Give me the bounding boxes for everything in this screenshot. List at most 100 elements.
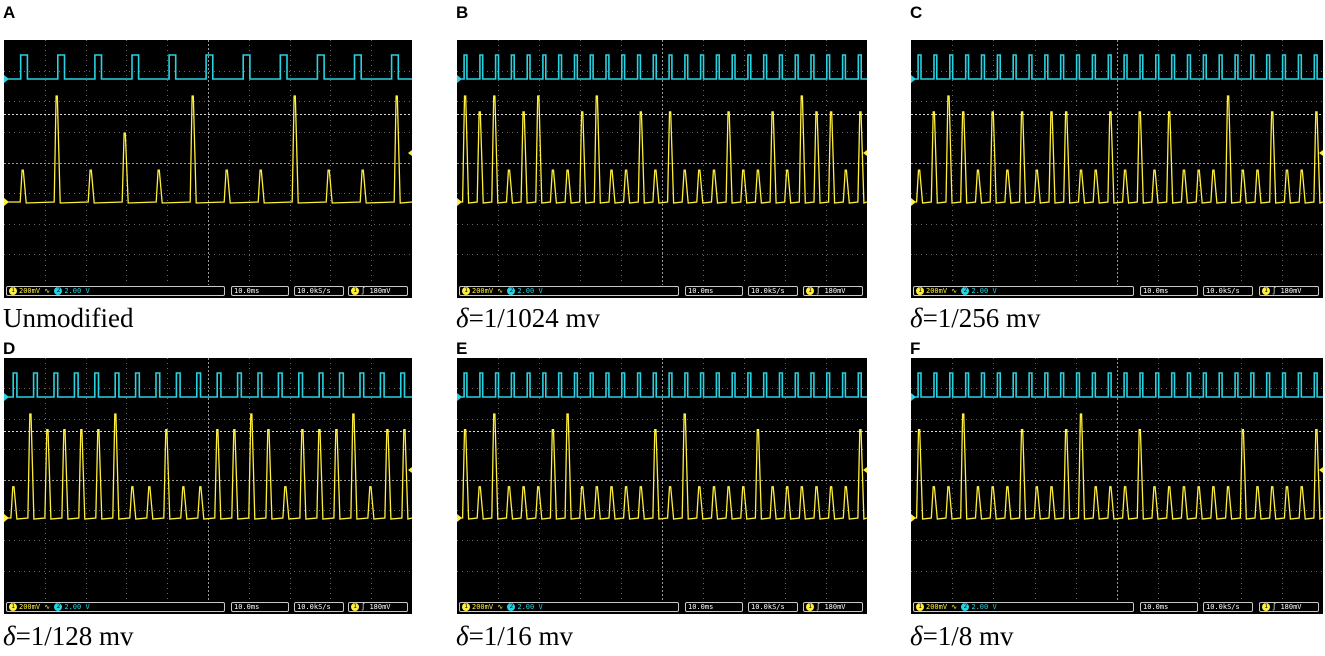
ch2-badge: 2: [961, 603, 970, 611]
timebase-value: 10.0ms: [234, 287, 260, 295]
channel-1-trace: [4, 413, 412, 520]
trigger-badge: 1: [351, 287, 359, 295]
channel-readout: 1 200mV ∿ 2 2.00 V: [6, 602, 225, 612]
trigger-badge: 1: [1262, 287, 1270, 295]
panel-caption: δ=1/128 mv: [3, 623, 134, 650]
channel-2-trace: [4, 54, 412, 80]
status-bar: 1 200mV ∿ 2 2.00 V 10.0ms 10.0kS/s 1 ∫ 180mV: [4, 601, 412, 614]
status-bar: 1 200mV ∿ 2 2.00 V 10.0ms 10.0kS/s 1 ∫ 180mV: [4, 285, 412, 298]
channel-1-marker: [911, 198, 916, 206]
trigger-level-value: 180mV: [369, 287, 391, 295]
trigger-marker: [863, 150, 867, 156]
delta-symbol: δ: [3, 621, 16, 651]
trigger-badge: 1: [1262, 603, 1270, 611]
channel-2-marker: [4, 393, 9, 401]
scope-traces: [4, 358, 412, 601]
trigger-marker: [1319, 467, 1323, 473]
channel-1-trace: [911, 95, 1323, 204]
trigger-level-value: 180mV: [824, 287, 846, 295]
trigger-marker: [863, 467, 867, 473]
ch2-scale: 2.00 V: [64, 603, 90, 611]
status-bar: 1 200mV ∿ 2 2.00 V 10.0ms 10.0kS/s 1 ∫ 180mV: [911, 285, 1323, 298]
panel-caption: δ=1/16 mv: [456, 623, 573, 650]
ch1-scale: 200mV ∿: [19, 287, 51, 295]
caption-text: =1/16 mv: [468, 621, 574, 651]
graticule: [457, 40, 867, 285]
ch2-scale: 2.00 V: [517, 603, 543, 611]
ch1-scale: 200mV ∿: [926, 603, 958, 611]
ch1-badge: 1: [462, 287, 470, 295]
trigger-marker: [408, 467, 412, 473]
sample-rate-value: 10.0kS/s: [297, 603, 331, 611]
channel-2-trace: [4, 372, 412, 398]
trigger-marker: [1319, 150, 1323, 156]
ch2-badge: 2: [507, 287, 516, 295]
trigger-level-value: 180mV: [369, 603, 391, 611]
scope-traces: [911, 358, 1323, 601]
trigger-readout: 1 ∫ 180mV: [1259, 286, 1319, 296]
scope-traces: [457, 358, 867, 601]
sample-rate-value: 10.0kS/s: [297, 287, 331, 295]
trigger-slope-icon: ∫: [1272, 287, 1277, 295]
ch2-badge: 2: [54, 603, 63, 611]
trigger-readout: 1 ∫ 180mV: [803, 602, 863, 612]
channel-2-trace: [911, 54, 1323, 80]
sample-rate-readout: 10.0kS/s: [294, 602, 344, 612]
ch1-scale: 200mV ∿: [19, 603, 51, 611]
trigger-badge: 1: [806, 287, 814, 295]
trigger-level-value: 180mV: [824, 603, 846, 611]
oscilloscope-screen: 1 200mV ∿ 2 2.00 V 10.0ms 10.0kS/s 1 ∫ 180mV: [457, 358, 867, 614]
trigger-marker: [408, 150, 412, 156]
channel-1-marker: [4, 514, 9, 522]
ch1-scale: 200mV ∿: [472, 603, 504, 611]
channel-1-marker: [457, 198, 462, 206]
channel-2-marker: [4, 75, 9, 83]
ch1-badge: 1: [916, 603, 924, 611]
channel-readout: 1 200mV ∿ 2 2.00 V: [6, 286, 225, 296]
trigger-readout: 1 ∫ 180mV: [1259, 602, 1319, 612]
trigger-badge: 1: [351, 603, 359, 611]
panel-letter: A: [3, 3, 16, 22]
timebase-readout: 10.0ms: [1140, 286, 1198, 296]
timebase-value: 10.0ms: [234, 603, 260, 611]
panel-letter: B: [456, 3, 469, 22]
sample-rate-readout: 10.0kS/s: [1203, 602, 1253, 612]
timebase-readout: 10.0ms: [231, 286, 289, 296]
channel-1-marker: [457, 514, 462, 522]
channel-1-trace: [457, 95, 867, 204]
ch1-scale: 200mV ∿: [472, 287, 504, 295]
oscilloscope-screen: 1 200mV ∿ 2 2.00 V 10.0ms 10.0kS/s 1 ∫ 180mV: [4, 358, 412, 614]
trigger-slope-icon: ∫: [816, 603, 821, 611]
ch1-scale: 200mV ∿: [926, 287, 958, 295]
panel-d: D 1 200mV ∿ 2 2.00 V 10.0ms 10.0kS/s 1 ∫ 180mV δ…: [0, 336, 440, 656]
oscilloscope-screen: 1 200mV ∿ 2 2.00 V 10.0ms 10.0kS/s 1 ∫ 180mV: [457, 40, 867, 298]
channel-2-trace: [457, 54, 867, 80]
panel-caption: δ=1/8 mv: [910, 623, 1014, 650]
timebase-value: 10.0ms: [688, 603, 714, 611]
timebase-value: 10.0ms: [1143, 287, 1169, 295]
channel-2-marker: [911, 75, 916, 83]
caption-text: Unmodified: [3, 303, 134, 333]
status-bar: 1 200mV ∿ 2 2.00 V 10.0ms 10.0kS/s 1 ∫ 180mV: [457, 601, 867, 614]
panel-b: B 1 200mV ∿ 2 2.00 V 10.0ms 10.0kS/s 1 ∫ 180mV δ…: [453, 0, 893, 335]
sample-rate-readout: 10.0kS/s: [294, 286, 344, 296]
caption-text: =1/256 mv: [922, 303, 1041, 333]
panel-caption: δ=1/256 mv: [910, 305, 1041, 332]
sample-rate-readout: 10.0kS/s: [1203, 286, 1253, 296]
trigger-readout: 1 ∫ 180mV: [348, 286, 408, 296]
panel-letter: C: [910, 3, 923, 22]
channel-readout: 1 200mV ∿ 2 2.00 V: [459, 602, 679, 612]
sample-rate-readout: 10.0kS/s: [748, 602, 798, 612]
channel-1-trace: [4, 95, 412, 204]
ch2-scale: 2.00 V: [971, 287, 997, 295]
channel-readout: 1 200mV ∿ 2 2.00 V: [459, 286, 679, 296]
trigger-slope-icon: ∫: [1272, 603, 1277, 611]
sample-rate-value: 10.0kS/s: [1206, 287, 1240, 295]
scope-traces: [4, 40, 412, 285]
delta-symbol: δ: [456, 303, 469, 333]
trigger-readout: 1 ∫ 180mV: [348, 602, 408, 612]
oscilloscope-screen: 1 200mV ∿ 2 2.00 V 10.0ms 10.0kS/s 1 ∫ 180mV: [911, 40, 1323, 298]
trigger-level-value: 180mV: [1280, 287, 1302, 295]
delta-symbol: δ: [456, 621, 469, 651]
ch1-badge: 1: [462, 603, 470, 611]
